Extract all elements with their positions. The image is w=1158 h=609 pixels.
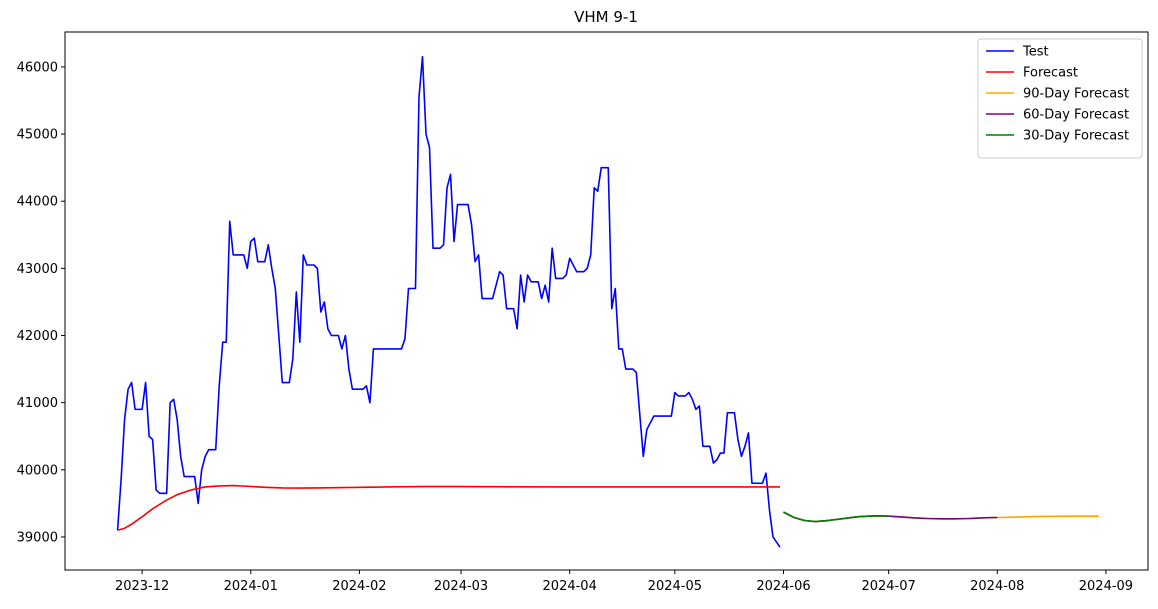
y-tick-label: 46000 [17,60,58,75]
legend-label: 30-Day Forecast [1023,129,1129,144]
series-line [116,56,781,548]
x-tick-label: 2024-03 [434,579,488,594]
y-tick-label: 41000 [17,396,58,411]
y-tick-label: 45000 [17,128,58,143]
x-tick-label: 2024-04 [543,579,597,594]
legend-label: Forecast [1023,66,1078,81]
y-tick-label: 43000 [17,262,58,277]
series-line [117,484,780,532]
x-tick-label: 2024-07 [861,579,915,594]
legend: Test Forecast 90-Day Forecast 60-Day Foreca… [977,38,1143,159]
y-tick-label: 40000 [17,463,58,478]
legend-label: 60-Day Forecast [1023,108,1129,123]
x-tick-label: 2024-06 [756,579,810,594]
series-line [783,511,889,523]
y-tick-label: 39000 [17,530,58,545]
x-tick-label: 2024-01 [224,579,278,594]
x-tick-label: 2023-12 [115,579,169,594]
legend-label: Test [1022,45,1049,60]
plot-frame [64,31,1149,571]
legend-box [977,38,1143,159]
x-tick-label: 2024-02 [332,579,386,594]
chart-title: VHM 9-1 [574,8,638,26]
legend-label: 90-Day Forecast [1023,87,1129,102]
y-tick-label: 42000 [17,329,58,344]
x-tick-label: 2024-05 [648,579,702,594]
x-tick-label: 2024-09 [1079,579,1133,594]
x-tick-label: 2024-08 [970,579,1024,594]
y-tick-label: 44000 [17,195,58,210]
